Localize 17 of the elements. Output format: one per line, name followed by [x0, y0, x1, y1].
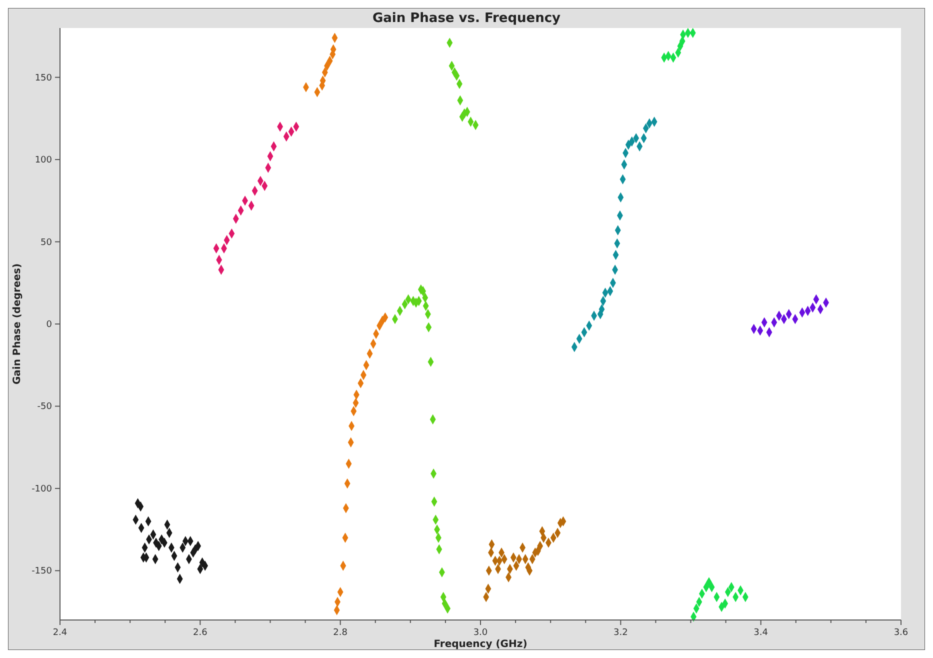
chart-title: Gain Phase vs. Frequency: [372, 11, 562, 26]
x-tick-label: 2.6: [193, 628, 208, 638]
x-tick-label: 2.8: [333, 628, 348, 638]
x-tick-label: 3.2: [614, 628, 628, 638]
x-axis-title: Frequency (GHz): [434, 639, 528, 650]
y-tick-label: -150: [32, 566, 52, 577]
y-tick-label: 0: [46, 320, 52, 330]
y-tick-label: 50: [40, 238, 52, 248]
x-tick-label: 3.6: [894, 628, 908, 638]
x-tick-label: 2.4: [52, 628, 68, 638]
y-tick-label: -50: [37, 402, 52, 412]
y-tick-label: 100: [34, 156, 52, 166]
y-axis-title: Gain Phase (degrees): [12, 263, 23, 385]
x-tick-label: 3.0: [473, 628, 488, 638]
y-tick-label: 150: [34, 73, 52, 84]
x-tick-label: 3.4: [754, 628, 768, 638]
y-tick-label: -100: [32, 484, 52, 494]
